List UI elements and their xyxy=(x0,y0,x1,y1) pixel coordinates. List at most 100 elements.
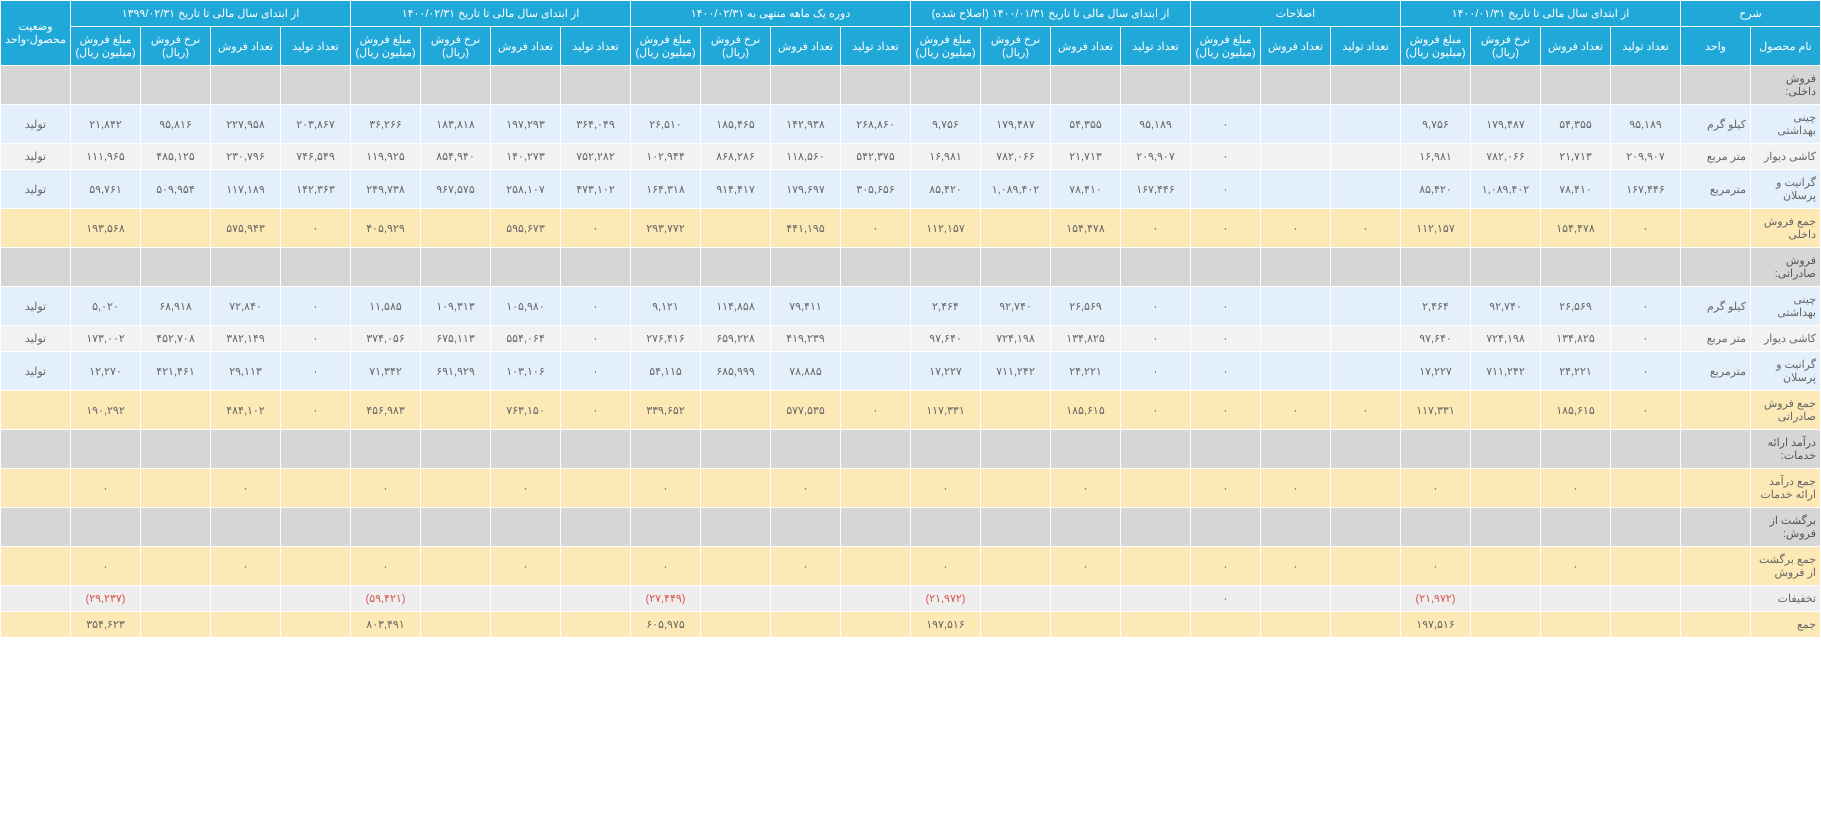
cell: متر مربع xyxy=(1681,326,1751,352)
cell: ۷۸,۴۱۰ xyxy=(1051,170,1121,209)
cell xyxy=(281,469,351,508)
cell: ۵,۰۲۰ xyxy=(71,287,141,326)
cell: ۰ xyxy=(1611,287,1681,326)
sub-header-12: مبلغ فروش (میلیون ریال) xyxy=(911,27,981,66)
cell: ۰ xyxy=(1191,469,1261,508)
cell: ۲۴,۲۲۱ xyxy=(1051,352,1121,391)
cell xyxy=(1261,170,1331,209)
cell: ۴۸۴,۱۰۲ xyxy=(211,391,281,430)
cell: ۷۱۱,۲۴۲ xyxy=(981,352,1051,391)
cell: ۲,۴۶۴ xyxy=(1401,287,1471,326)
cell: ۰ xyxy=(631,469,701,508)
cell: ۰ xyxy=(561,209,631,248)
cell: ۴۷۳,۱۰۲ xyxy=(561,170,631,209)
cell: تولید xyxy=(1,105,71,144)
table-row: درآمد ارائه خدمات: xyxy=(1,430,1821,469)
cell: ۰ xyxy=(351,547,421,586)
table-row: کاشی دیوارمتر مربع۰۱۳۴,۸۲۵۷۲۴,۱۹۸۹۷,۶۴۰۰… xyxy=(1,326,1821,352)
cell: ۲۴,۲۲۱ xyxy=(1541,352,1611,391)
cell: ۱۱۸,۵۶۰ xyxy=(771,144,841,170)
cell xyxy=(281,612,351,638)
cell xyxy=(701,469,771,508)
section-label: درآمد ارائه خدمات: xyxy=(1751,430,1821,469)
header-group-6: از ابتدای سال مالی تا تاریخ ۱۳۹۹/۰۲/۳۱ xyxy=(71,1,351,27)
cell: ۶۵۹,۲۲۸ xyxy=(701,326,771,352)
cell xyxy=(1331,612,1401,638)
cell: چینی بهداشتی xyxy=(1751,287,1821,326)
cell: ۳۰۵,۶۵۶ xyxy=(841,170,911,209)
sub-header-4: نرخ فروش (ریال) xyxy=(1471,27,1541,66)
cell: ۱۸۵,۶۱۵ xyxy=(1051,391,1121,430)
cell: (۲۱,۹۷۲) xyxy=(911,586,981,612)
cell: ۱۰۳,۱۰۶ xyxy=(491,352,561,391)
sub-header-19: نرخ فروش (ریال) xyxy=(421,27,491,66)
cell: ۸۵۴,۹۴۰ xyxy=(421,144,491,170)
cell: ۰ xyxy=(71,469,141,508)
cell: ۱۷۹,۴۸۷ xyxy=(1471,105,1541,144)
cell: گرانیت و پرسلان xyxy=(1751,170,1821,209)
sub-header-16: مبلغ فروش (میلیون ریال) xyxy=(631,27,701,66)
cell: ۵۷۷,۵۳۵ xyxy=(771,391,841,430)
cell: ۰ xyxy=(771,547,841,586)
cell xyxy=(841,469,911,508)
cell: ۰ xyxy=(211,469,281,508)
cell: جمع فروش صادراتی xyxy=(1751,391,1821,430)
cell: ۰ xyxy=(1331,209,1401,248)
sub-header-15: نرخ فروش (ریال) xyxy=(701,27,771,66)
cell: ۰ xyxy=(561,326,631,352)
header-group-7: وضعیت محصول-واحد xyxy=(1,1,71,66)
cell: ۰ xyxy=(1191,144,1261,170)
sub-header-18: تعداد فروش xyxy=(491,27,561,66)
cell: ۴۵۶,۹۸۳ xyxy=(351,391,421,430)
cell xyxy=(1261,352,1331,391)
cell: ۳۵۴,۶۲۳ xyxy=(71,612,141,638)
sub-header-6: تعداد تولید xyxy=(1331,27,1401,66)
cell: ۷۸۲,۰۶۶ xyxy=(1471,144,1541,170)
cell xyxy=(141,391,211,430)
cell: ۵۴,۳۵۵ xyxy=(1051,105,1121,144)
cell: ۰ xyxy=(1051,469,1121,508)
cell xyxy=(1331,352,1401,391)
cell: ۰ xyxy=(1191,586,1261,612)
cell: ۳۶۴,۰۴۹ xyxy=(561,105,631,144)
cell: ۰ xyxy=(211,547,281,586)
cell: ۷۸۲,۰۶۶ xyxy=(981,144,1051,170)
sub-header-20: مبلغ فروش (میلیون ریال) xyxy=(351,27,421,66)
cell: ۰ xyxy=(1611,209,1681,248)
cell xyxy=(1681,209,1751,248)
cell: ۰ xyxy=(71,547,141,586)
cell: ۰ xyxy=(1191,209,1261,248)
cell: ۱۹۳,۵۶۸ xyxy=(71,209,141,248)
cell: ۰ xyxy=(1121,352,1191,391)
cell xyxy=(701,586,771,612)
section-label: برگشت از فروش: xyxy=(1751,508,1821,547)
cell xyxy=(141,209,211,248)
cell: مترمربع xyxy=(1681,352,1751,391)
cell: ۵۴۲,۳۷۵ xyxy=(841,144,911,170)
sub-header-17: تعداد تولید xyxy=(561,27,631,66)
cell xyxy=(1681,469,1751,508)
cell xyxy=(421,586,491,612)
table-row: جمع۱۹۷,۵۱۶۱۹۷,۵۱۶۶۰۵,۹۷۵۸۰۳,۴۹۱۳۵۴,۶۲۳ xyxy=(1,612,1821,638)
cell: ۷۵۲,۲۸۲ xyxy=(561,144,631,170)
cell: ۱۶,۹۸۱ xyxy=(1401,144,1471,170)
cell: تولید xyxy=(1,170,71,209)
cell: ۱۷۳,۰۰۲ xyxy=(71,326,141,352)
cell: ۲۶۸,۸۶۰ xyxy=(841,105,911,144)
cell: ۴۱۹,۲۳۹ xyxy=(771,326,841,352)
cell xyxy=(1331,547,1401,586)
cell xyxy=(491,612,561,638)
cell: ۱۱۹,۹۲۵ xyxy=(351,144,421,170)
cell: ۵۴,۳۵۵ xyxy=(1541,105,1611,144)
section-label: فروش داخلی: xyxy=(1751,66,1821,105)
table-row: جمع فروش صادراتی۰۱۸۵,۶۱۵۱۱۷,۳۳۱۰۰۰۰۱۸۵,۶… xyxy=(1,391,1821,430)
cell: ۲۰۹,۹۰۷ xyxy=(1611,144,1681,170)
cell: ۱۷۹,۶۹۷ xyxy=(771,170,841,209)
cell: ۹,۱۲۱ xyxy=(631,287,701,326)
cell xyxy=(1331,326,1401,352)
cell xyxy=(1471,209,1541,248)
cell: ۱۱۷,۳۳۱ xyxy=(911,391,981,430)
cell: ۱۹۷,۵۱۶ xyxy=(1401,612,1471,638)
cell: ۱۱۷,۳۳۱ xyxy=(1401,391,1471,430)
cell: ۶۸۵,۹۹۹ xyxy=(701,352,771,391)
